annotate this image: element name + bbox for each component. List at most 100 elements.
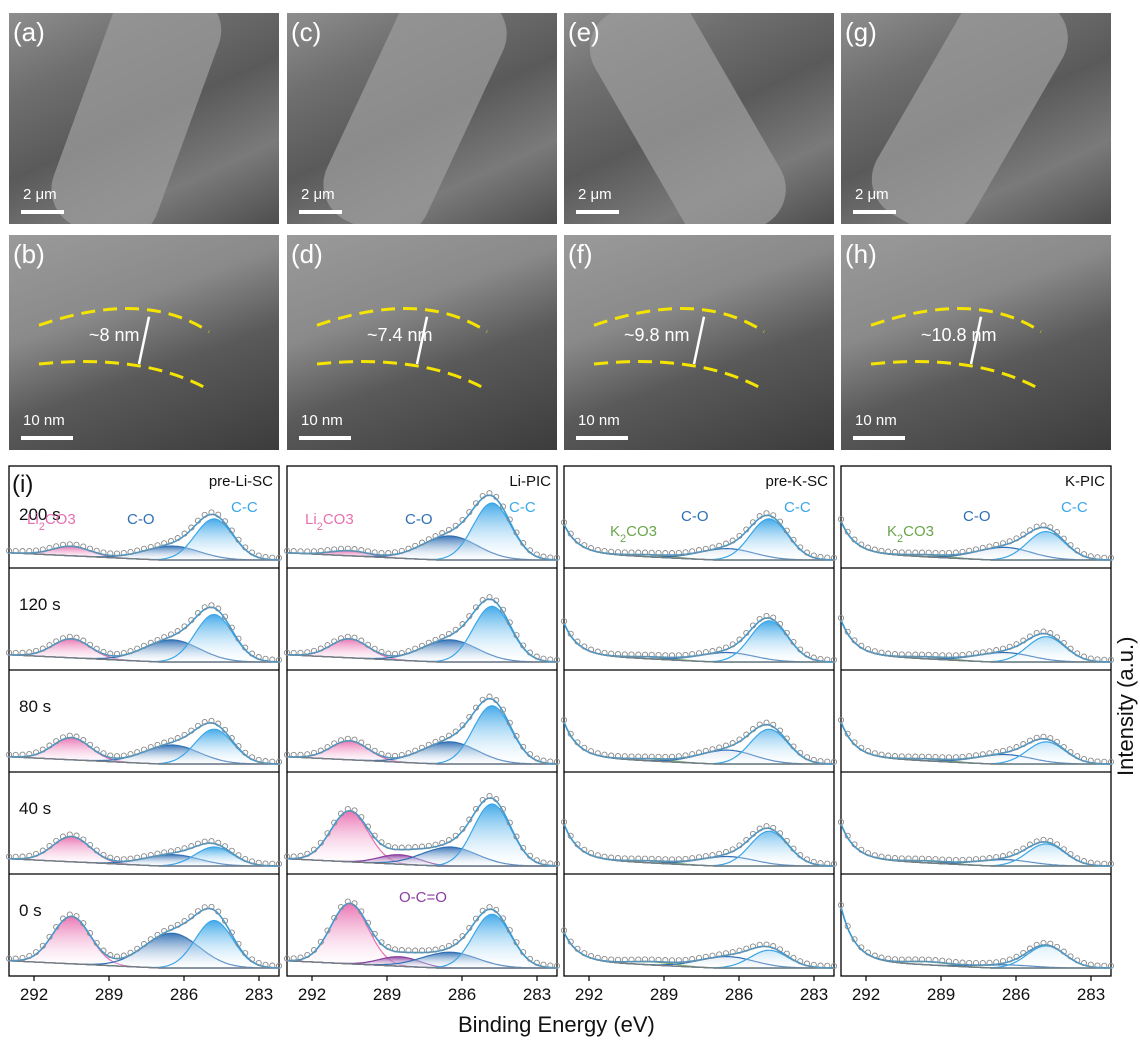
raw-data-point	[594, 648, 601, 655]
raw-data-point	[174, 535, 181, 542]
scale-bar-label: 2 μm	[855, 186, 889, 203]
raw-data-point	[73, 541, 80, 548]
xps-background-line	[286, 552, 557, 561]
raw-data-point	[304, 751, 311, 758]
raw-data-point	[181, 918, 188, 925]
raw-data-point	[999, 958, 1007, 965]
raw-data-point	[837, 516, 845, 523]
raw-data-point	[378, 839, 385, 846]
raw-data-point	[53, 738, 60, 745]
particle-shape	[51, 13, 222, 224]
sem-image-a: (a) 2 μm	[9, 13, 279, 224]
raw-data-point	[80, 920, 87, 927]
raw-data-point	[844, 528, 851, 535]
raw-data-point	[864, 646, 872, 653]
raw-data-point	[344, 545, 351, 552]
raw-data-point	[1040, 522, 1047, 529]
raw-data-point	[452, 626, 459, 633]
raw-data-point	[513, 632, 520, 639]
raw-data-point	[337, 635, 345, 642]
raw-data-point	[925, 651, 932, 658]
raw-data-point	[749, 726, 757, 733]
raw-data-point	[174, 735, 181, 742]
raw-data-point	[215, 720, 222, 727]
raw-data-point	[716, 646, 723, 653]
raw-data-point	[208, 717, 215, 724]
raw-data-point	[364, 548, 372, 555]
raw-data-point	[1013, 953, 1020, 960]
raw-data-point	[979, 959, 986, 967]
raw-data-point	[1074, 855, 1081, 862]
raw-data-point	[871, 852, 878, 859]
raw-data-point	[1053, 841, 1061, 848]
raw-data-point	[297, 548, 304, 555]
raw-data-point	[19, 751, 26, 758]
x-tick-label: 286	[725, 985, 753, 1004]
raw-data-point	[194, 840, 202, 847]
raw-data-point	[120, 952, 127, 959]
raw-data-point	[26, 649, 33, 656]
c-c-label: C-C	[1061, 499, 1088, 516]
raw-data-point	[310, 846, 318, 853]
xps-fit-envelope	[286, 494, 557, 561]
raw-data-point	[763, 823, 770, 830]
raw-data-point	[418, 843, 426, 850]
raw-data-point	[459, 722, 466, 729]
raw-data-point	[1107, 656, 1115, 663]
raw-data-point	[167, 737, 175, 744]
raw-data-point	[574, 537, 581, 544]
raw-data-point	[5, 853, 13, 860]
k2co3-label: K2CO3	[610, 523, 657, 545]
raw-data-point	[790, 638, 797, 646]
raw-data-point	[702, 953, 709, 960]
raw-data-point	[729, 537, 736, 544]
raw-data-point	[864, 949, 872, 956]
raw-data-point	[871, 952, 878, 959]
raw-data-point	[993, 541, 1000, 548]
raw-data-point	[756, 513, 763, 520]
x-tick-label: 289	[927, 985, 955, 1004]
raw-data-point	[1006, 851, 1013, 858]
raw-data-point	[134, 749, 141, 756]
raw-data-point	[472, 704, 480, 711]
raw-data-point	[905, 549, 912, 556]
raw-data-point	[776, 946, 784, 953]
raw-data-point	[466, 924, 473, 932]
raw-data-point	[817, 758, 824, 765]
raw-data-point	[269, 656, 276, 663]
raw-data-point	[161, 540, 168, 547]
raw-data-point	[140, 642, 148, 649]
raw-data-point	[1033, 523, 1040, 530]
raw-data-point	[736, 947, 743, 954]
raw-data-point	[215, 511, 222, 518]
raw-data-point	[452, 522, 459, 529]
raw-data-point	[553, 962, 561, 969]
raw-data-point	[790, 743, 797, 750]
panel-label: (b)	[13, 239, 45, 269]
raw-data-point	[729, 641, 736, 648]
raw-data-point	[1067, 749, 1074, 756]
raw-data-point	[945, 754, 953, 761]
raw-data-point	[73, 634, 80, 641]
raw-data-point	[351, 900, 358, 907]
raw-data-point	[898, 549, 905, 556]
raw-data-point	[486, 792, 493, 800]
raw-data-point	[53, 923, 60, 931]
particle-shape	[871, 13, 1068, 224]
raw-data-point	[86, 741, 94, 748]
panel-label: (g)	[845, 17, 877, 47]
raw-data-point	[358, 739, 365, 746]
raw-data-point	[262, 758, 269, 765]
particle-shape	[323, 13, 507, 224]
raw-data-point	[945, 549, 953, 556]
scale-bar	[21, 436, 73, 440]
raw-data-point	[459, 621, 466, 628]
x-tick-label: 289	[650, 985, 678, 1004]
raw-data-point	[493, 697, 500, 704]
raw-data-point	[1087, 859, 1094, 866]
raw-data-point	[655, 956, 662, 963]
raw-data-point	[32, 949, 40, 956]
raw-data-point	[614, 855, 622, 862]
scale-bar-label: 10 nm	[578, 412, 620, 429]
raw-data-point	[574, 841, 581, 848]
